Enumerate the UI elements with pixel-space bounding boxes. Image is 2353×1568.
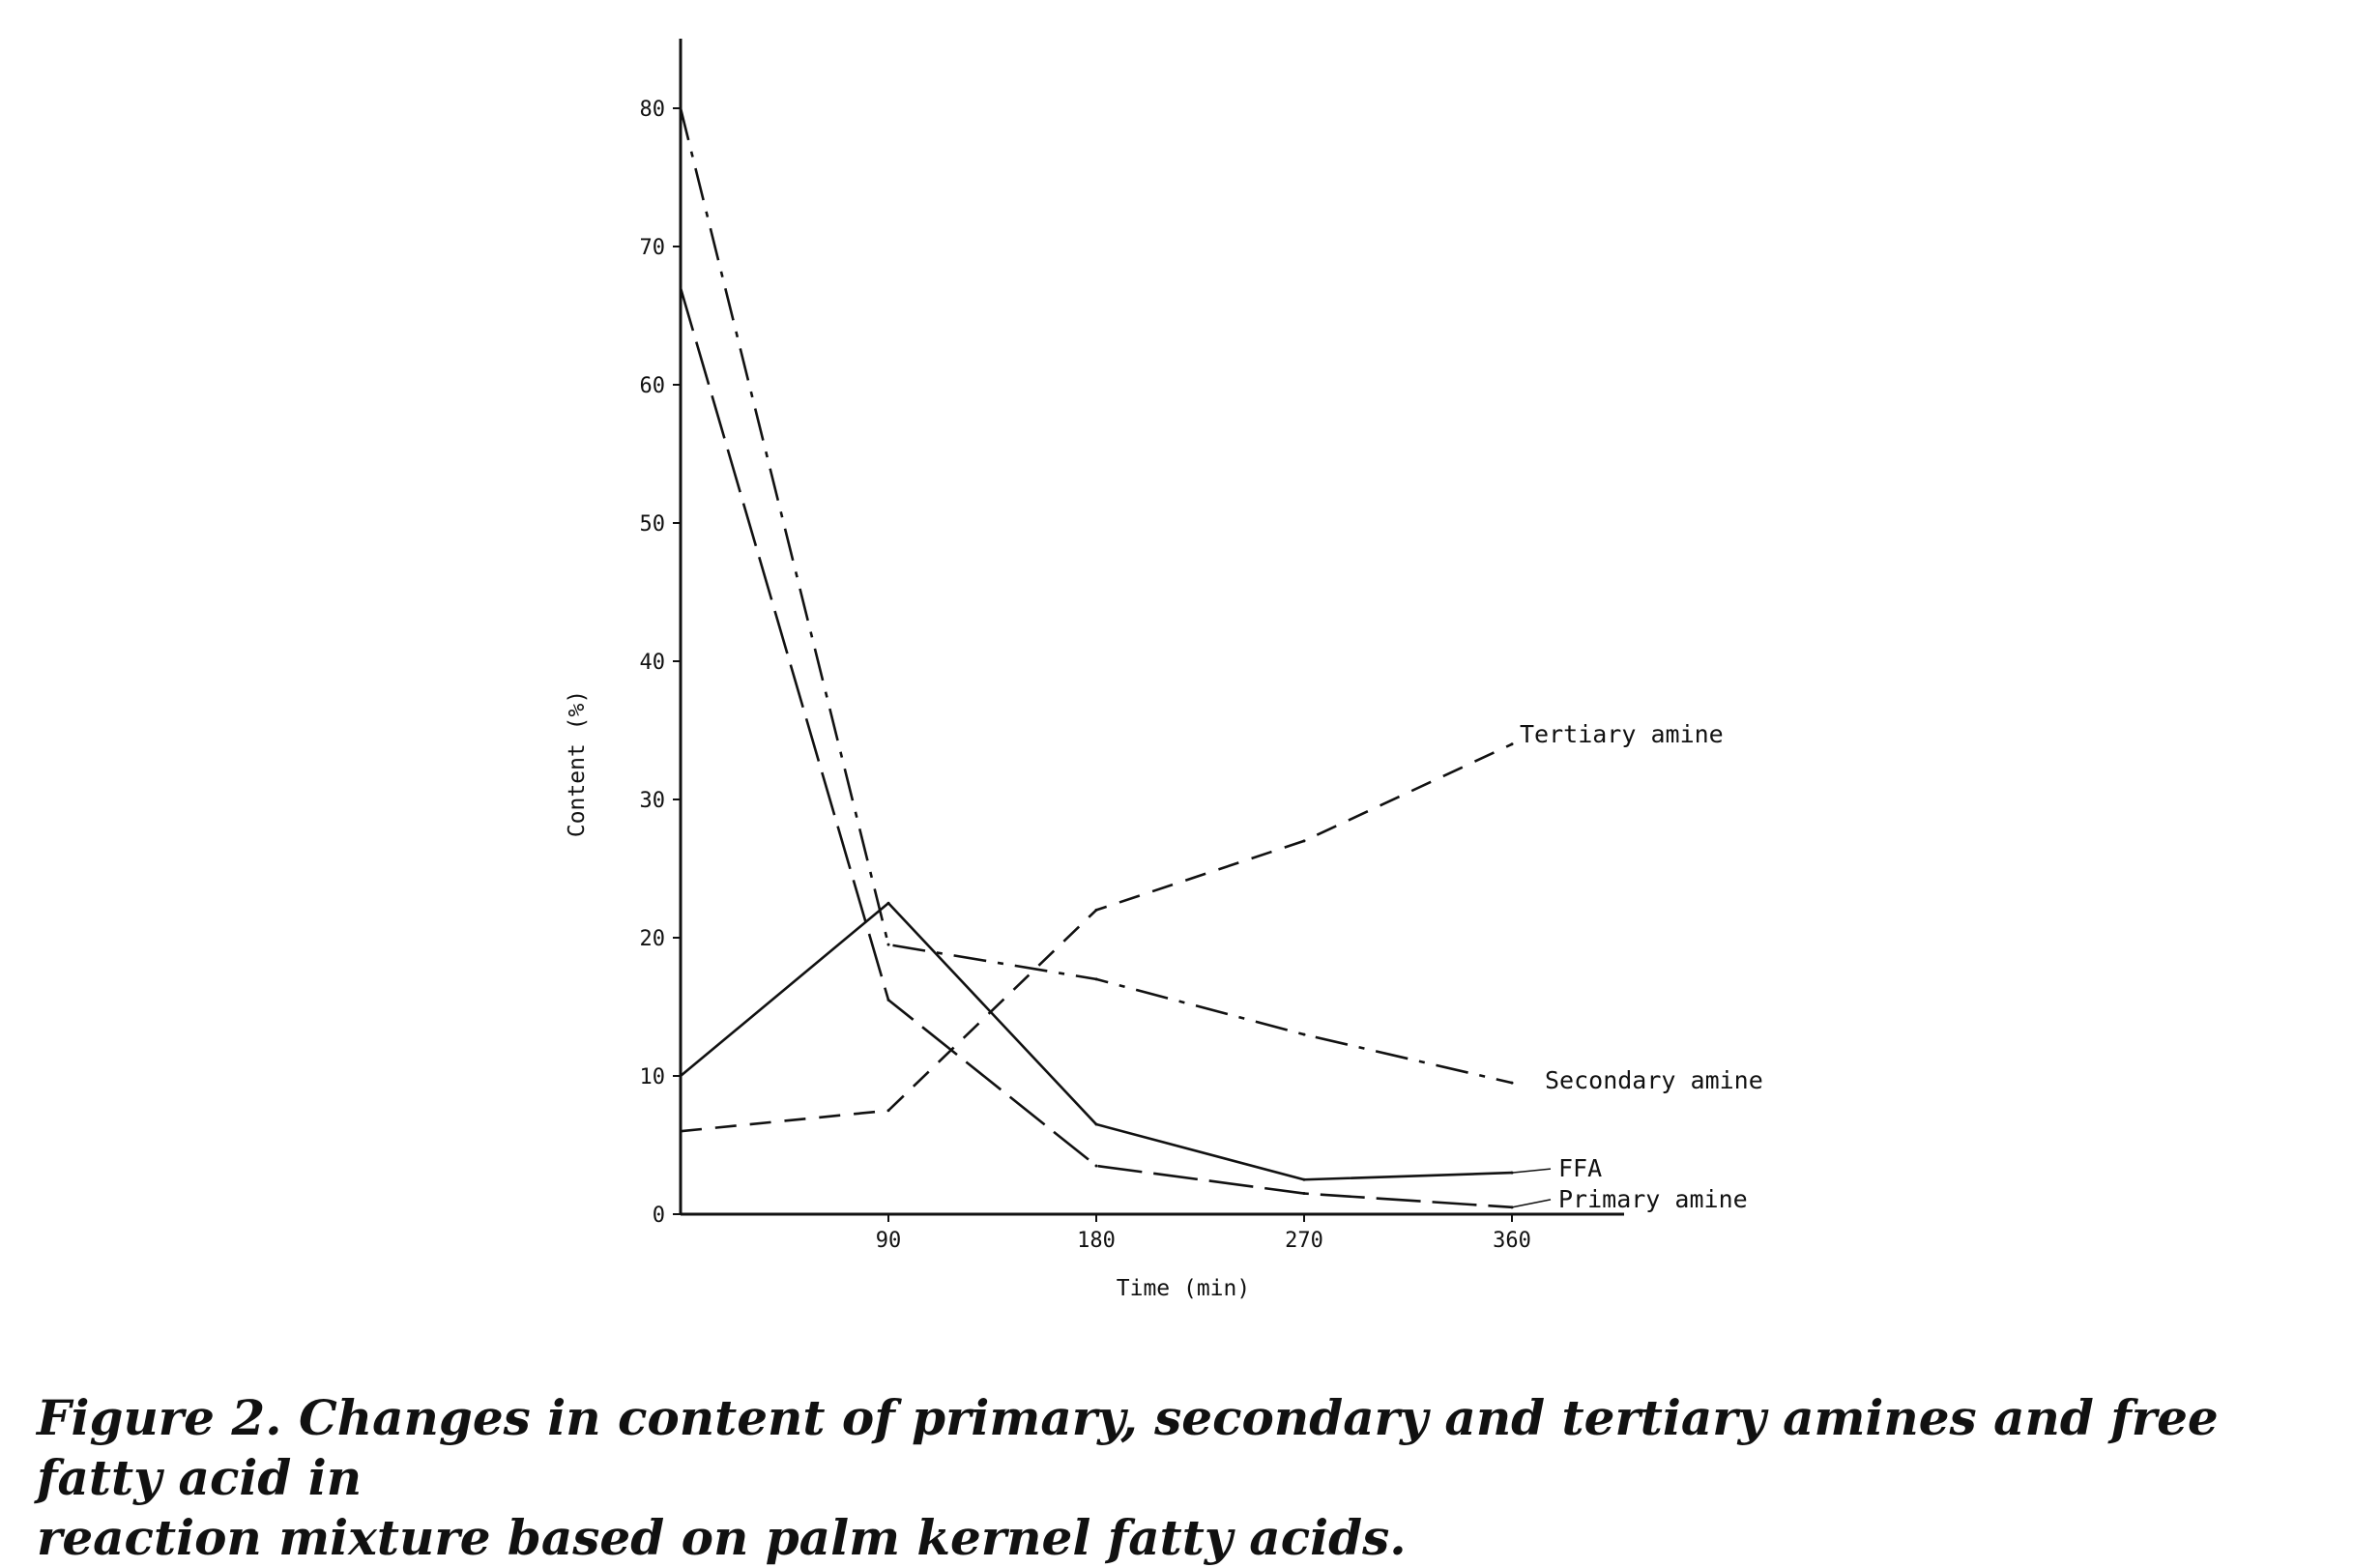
data-point-tertiary-amine xyxy=(1094,908,1098,912)
y-tick-label: 30 xyxy=(640,789,666,813)
data-point-primary-amine xyxy=(679,286,683,290)
data-point-tertiary-amine xyxy=(679,1129,683,1133)
caption-line-2: reaction mixture based on palm kernel fa… xyxy=(37,1509,1407,1566)
chart-ticks: 0 10 20 30 40 50 60 70 80 90 180 270 360 xyxy=(640,98,1531,1253)
x-tick-label: 270 xyxy=(1285,1229,1323,1253)
y-tick-label: 80 xyxy=(640,98,666,122)
y-tick-label: 20 xyxy=(640,927,666,951)
series-line-tertiary-amine xyxy=(680,742,1513,1133)
label-leader-ffa xyxy=(1511,1168,1552,1174)
y-tick-label: 50 xyxy=(640,512,666,537)
series-label-primary-amine: Primary amine xyxy=(1558,1185,1748,1213)
data-point-secondary-amine xyxy=(1302,1032,1306,1036)
caption-line-1: Figure 2. Changes in content of primary,… xyxy=(37,1389,2219,1506)
data-point-ffa xyxy=(1094,1122,1098,1126)
series-line-ffa xyxy=(680,901,1513,1181)
y-axis-title: Content (%) xyxy=(565,690,590,837)
data-point-tertiary-amine xyxy=(1510,742,1514,746)
series-label-ffa: FFA xyxy=(1558,1154,1602,1182)
x-tick-label: 180 xyxy=(1077,1229,1116,1253)
y-tick-label: 0 xyxy=(653,1204,665,1228)
figure-caption: Figure 2. Changes in content of primary,… xyxy=(37,1388,2338,1568)
y-tick-label: 60 xyxy=(640,374,666,398)
y-tick-label: 40 xyxy=(640,651,666,675)
chart-series-labels: Tertiary amine Secondary amine FFA Primary … xyxy=(1511,720,1763,1213)
chart-series xyxy=(679,106,1514,1209)
x-axis-title: Time (min) xyxy=(1117,1276,1250,1301)
data-point-secondary-amine xyxy=(679,106,683,110)
chart-axes xyxy=(679,39,1624,1216)
series-line-primary-amine xyxy=(679,287,1513,1209)
series-line-secondary-amine xyxy=(679,107,1513,1085)
series-label-secondary-amine: Secondary amine xyxy=(1545,1066,1763,1094)
y-tick-label: 10 xyxy=(640,1065,666,1089)
data-point-primary-amine xyxy=(1302,1192,1306,1196)
data-point-primary-amine xyxy=(1094,1164,1098,1168)
series-label-tertiary-amine: Tertiary amine xyxy=(1520,720,1724,748)
data-point-secondary-amine xyxy=(1510,1081,1514,1085)
y-tick-label: 70 xyxy=(640,236,666,260)
data-point-ffa xyxy=(886,901,890,905)
x-tick-label: 90 xyxy=(876,1229,902,1253)
data-point-secondary-amine xyxy=(886,943,890,946)
x-tick-label: 360 xyxy=(1493,1229,1531,1253)
label-leader-primary-amine xyxy=(1511,1199,1552,1208)
data-point-ffa xyxy=(1302,1177,1306,1181)
data-point-ffa xyxy=(679,1074,683,1078)
data-point-secondary-amine xyxy=(1094,977,1098,981)
data-point-tertiary-amine xyxy=(886,1109,890,1113)
data-point-tertiary-amine xyxy=(1302,839,1306,843)
data-point-primary-amine xyxy=(886,998,890,1002)
